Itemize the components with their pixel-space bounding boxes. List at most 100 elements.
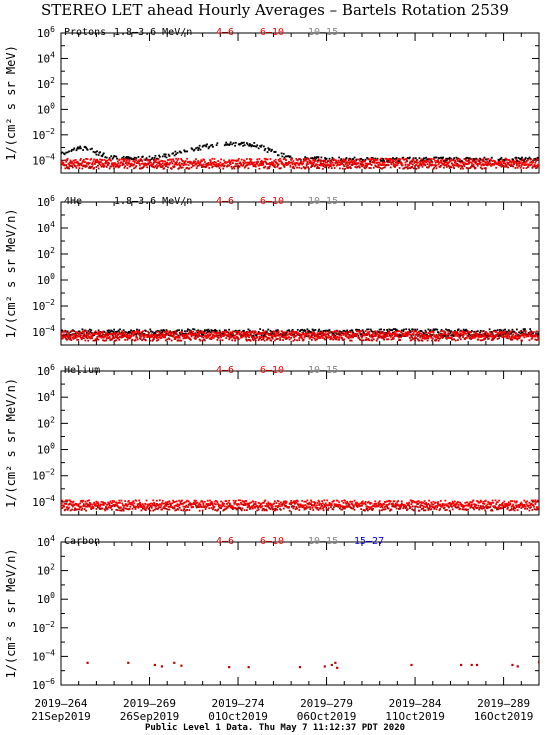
- data-point: [485, 162, 488, 164]
- data-point: [372, 335, 374, 338]
- data-point: [319, 507, 322, 510]
- data-point: [479, 162, 481, 165]
- data-point: [380, 509, 383, 512]
- data-point: [393, 335, 396, 338]
- data-point: [261, 161, 264, 163]
- data-point: [290, 503, 293, 506]
- data-point: [454, 506, 457, 509]
- data-point: [392, 161, 394, 163]
- data-point: [303, 159, 306, 162]
- data-point: [446, 157, 449, 160]
- data-point: [128, 508, 131, 510]
- data-point: [310, 500, 313, 503]
- y-tick-base: 10: [32, 154, 45, 167]
- data-point: [68, 334, 71, 336]
- data-point: [361, 339, 363, 342]
- data-point: [398, 167, 401, 169]
- data-point: [252, 145, 255, 147]
- data-point: [99, 334, 102, 337]
- data-point: [320, 332, 323, 335]
- data-point: [249, 506, 252, 509]
- data-point: [410, 336, 413, 339]
- data-point: [283, 331, 286, 334]
- data-point: [86, 500, 89, 502]
- data-point: [516, 509, 519, 511]
- data-point: [80, 164, 83, 167]
- data-point: [505, 336, 508, 338]
- data-point: [195, 499, 197, 502]
- data-point: [262, 329, 265, 332]
- data-point: [231, 505, 234, 508]
- data-point: [299, 334, 302, 337]
- data-point: [450, 158, 453, 161]
- data-point: [322, 509, 325, 512]
- data-point: [310, 503, 312, 506]
- data-point: [152, 166, 155, 168]
- data-point: [319, 331, 321, 334]
- data-point: [496, 338, 499, 340]
- data-point: [324, 160, 326, 163]
- data-point: [103, 331, 106, 333]
- data-point: [297, 163, 300, 165]
- data-point: [474, 331, 477, 334]
- data-point: [519, 330, 522, 333]
- data-point: [91, 335, 93, 338]
- data-point: [342, 334, 345, 336]
- data-point: [456, 334, 459, 337]
- data-point: [376, 338, 379, 340]
- data-point: [249, 507, 252, 510]
- data-point: [168, 338, 171, 340]
- data-point: [346, 162, 349, 165]
- data-point: [113, 163, 116, 166]
- data-point: [361, 329, 364, 332]
- data-point: [94, 339, 96, 342]
- data-point: [82, 159, 85, 161]
- data-point: [240, 508, 242, 511]
- data-point: [471, 337, 474, 339]
- data-point: [112, 162, 115, 165]
- data-point: [283, 503, 286, 506]
- data-point: [456, 158, 459, 161]
- data-point: [343, 158, 346, 161]
- data-point: [381, 331, 384, 333]
- data-point: [537, 163, 539, 166]
- data-point: [204, 329, 207, 332]
- data-point: [71, 504, 73, 507]
- data-point: [444, 334, 447, 337]
- data-point: [494, 336, 497, 339]
- data-point: [361, 165, 363, 168]
- data-point: [487, 333, 490, 336]
- data-point: [175, 157, 177, 160]
- data-point: [95, 332, 98, 335]
- data-point: [67, 337, 70, 340]
- data-point: [330, 506, 332, 508]
- data-point: [85, 509, 87, 512]
- data-point: [111, 337, 114, 340]
- data-point: [288, 338, 291, 341]
- data-point: [327, 334, 330, 337]
- data-point: [188, 329, 191, 332]
- data-point: [133, 333, 135, 336]
- data-point: [418, 509, 421, 512]
- data-point: [156, 334, 159, 336]
- data-point: [133, 506, 136, 509]
- data-point: [106, 503, 109, 506]
- data-point: [344, 167, 346, 170]
- data-point: [182, 509, 185, 512]
- data-point: [308, 501, 311, 504]
- data-point: [457, 332, 460, 335]
- data-point: [201, 145, 204, 148]
- data-point: [479, 339, 482, 342]
- data-point: [155, 339, 158, 342]
- data-point: [411, 328, 414, 331]
- data-point: [383, 166, 386, 169]
- data-point: [509, 160, 512, 163]
- data-point: [479, 334, 482, 337]
- data-point: [448, 329, 450, 331]
- data-point: [410, 339, 413, 341]
- data-point: [69, 159, 72, 162]
- data-point: [149, 339, 152, 342]
- data-point: [259, 505, 262, 507]
- data-point: [454, 161, 456, 164]
- data-point: [400, 161, 402, 164]
